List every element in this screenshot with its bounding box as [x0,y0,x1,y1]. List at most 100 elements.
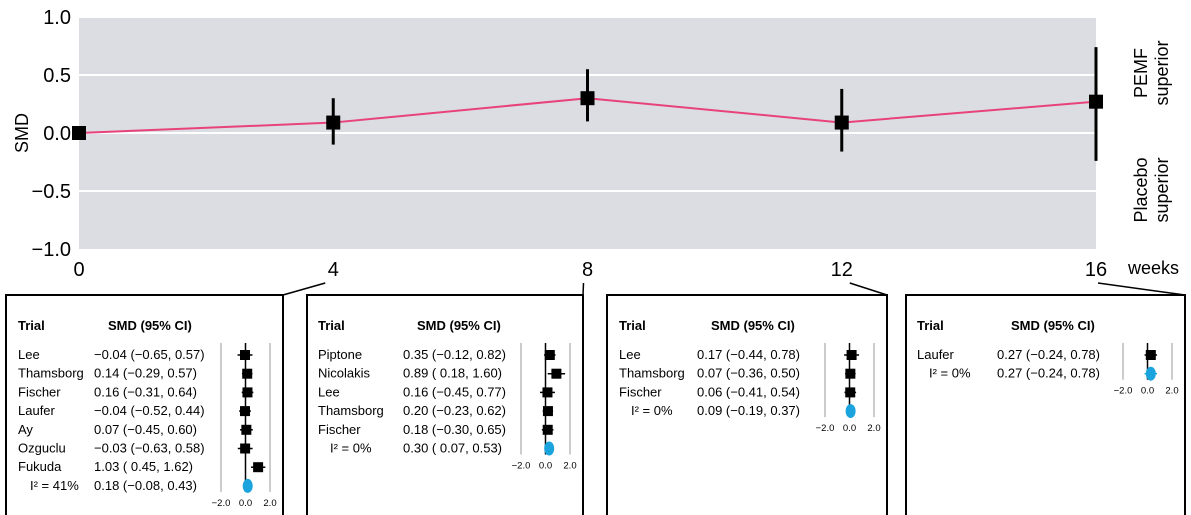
trial-ci: 0.16 (−0.31, 0.64) [94,384,197,399]
trial-ci: 0.17 (−0.44, 0.78) [697,347,800,362]
pooled-i2: I² = 0% [631,403,673,418]
trial-name: Laufer [18,403,56,418]
data-point [326,115,341,130]
forest-axis-tick: 0.0 [1141,386,1154,397]
y-tick-label: −0.5 [32,181,71,203]
annotation-placebo-superior: superior [1152,157,1172,222]
trial-ci: 1.03 ( 0.45, 1.62) [94,459,193,474]
forest-axis-tick: 0.0 [843,423,856,434]
panel-frame [606,294,888,515]
trial-ci: −0.04 (−0.52, 0.44) [94,403,205,418]
forest-panel-week-8: Trial SMD (95% CI) Piptone 0.35 (−0.12, 0.8… [306,294,584,515]
forest-axis-tick: 2.0 [263,498,276,509]
trial-marker [846,350,857,360]
trial-marker [253,462,264,473]
trial-name: Laufer [917,347,955,362]
panel-header-smd: SMD (95% CI) [711,318,795,333]
pooled-ci: 0.30 ( 0.07, 0.53) [403,441,502,456]
forest-axis-tick: −2.0 [816,423,835,434]
data-point [1089,94,1103,109]
annotation-placebo: Placebo [1131,157,1151,222]
pooled-ci: 0.09 (−0.19, 0.37) [697,403,800,418]
y-axis-label: SMD [12,113,32,153]
trial-name: Fischer [18,384,61,399]
x-tick-label: 8 [582,259,593,281]
connector-line [849,282,888,296]
x-tick-labels: 0 4 8 12 16 [73,259,1107,281]
panel-header-trial: Trial [18,318,45,333]
trial-ci: 0.18 (−0.30, 0.65) [403,422,506,437]
panel-header-trial: Trial [318,318,345,333]
forest-axis-tick: 0.0 [539,461,552,472]
pooled-marker [845,404,856,419]
connector-line [282,282,326,296]
trial-marker [542,424,553,435]
y-tick-labels: 1.0 0.5 0.0 −0.5 −1.0 [32,7,71,261]
trial-name: Fischer [318,422,361,437]
pooled-marker [1145,366,1156,381]
forest-panel-week-4: Trial SMD (95% CI) Lee −0.04 (−0.65, 0.57) T… [5,294,284,515]
pooled-ci: 0.27 (−0.24, 0.78) [997,366,1100,381]
forest-panel-week-12: Trial SMD (95% CI) Lee 0.17 (−0.44, 0.78) Th… [606,294,888,515]
pooled-i2: I² = 0% [330,441,372,456]
data-points [72,91,1103,140]
x-tick-label: 0 [73,259,84,281]
trial-marker [542,387,553,398]
trial-name: Ozguclu [18,441,66,456]
trial-ci: 0.16 (−0.45, 0.77) [403,384,506,399]
trial-ci: −0.03 (−0.63, 0.58) [94,441,205,456]
trial-marker [240,350,251,360]
data-point [72,126,86,140]
panel-frame [306,294,584,515]
forest-axis-tick: 2.0 [1165,386,1178,397]
trial-ci: 0.20 (−0.23, 0.62) [403,403,506,418]
trial-marker [544,350,555,360]
trial-marker [242,387,253,398]
trial-marker [845,368,856,379]
trial-ci: −0.04 (−0.65, 0.57) [94,347,205,362]
y-tick-label: 0.5 [43,65,71,87]
trial-marker [551,368,562,379]
trial-name: Lee [318,384,340,399]
trial-marker [1145,350,1156,360]
data-point [834,115,849,130]
trial-ci: 0.07 (−0.45, 0.60) [94,422,197,437]
forest-panels: Trial SMD (95% CI) Lee −0.04 (−0.65, 0.57) T… [5,294,1186,515]
trial-name: Piptone [318,347,362,362]
pooled-ci: 0.18 (−0.08, 0.43) [94,478,197,493]
annotation-pemf: PEMF [1131,48,1151,98]
trial-marker [845,387,856,398]
trial-name: Nicolakis [318,366,371,381]
x-unit-label: weeks [1127,258,1179,278]
panel-header-smd: SMD (95% CI) [108,318,192,333]
trial-marker [542,406,553,417]
pooled-marker [544,441,555,456]
x-tick-label: 16 [1085,259,1107,281]
forest-panel-week-16: Trial SMD (95% CI) Laufer 0.27 (−0.24, 0.78… [905,294,1186,515]
pooled-i2: I² = 41% [30,478,79,493]
pooled-i2: I² = 0% [929,366,971,381]
trial-name: Lee [18,347,40,362]
connector-lines [282,282,1186,296]
trial-name: Thamsborg [318,403,384,418]
data-point [580,91,595,106]
trial-ci: 0.89 ( 0.18, 1.60) [403,366,502,381]
trial-ci: 0.35 (−0.12, 0.82) [403,347,506,362]
trial-marker [240,406,251,417]
panel-header-smd: SMD (95% CI) [1011,318,1095,333]
forest-axis-tick: 2.0 [867,423,880,434]
x-tick-label: 12 [831,259,853,281]
trial-name: Lee [619,347,641,362]
trial-ci: 0.14 (−0.29, 0.57) [94,366,197,381]
trial-ci: 0.06 (−0.41, 0.54) [697,384,800,399]
x-tick-label: 4 [328,259,339,281]
pooled-marker [242,478,253,493]
y-tick-label: −1.0 [32,239,71,261]
forest-axis-tick: −2.0 [1114,386,1133,397]
forest-axis-tick: −2.0 [512,461,531,472]
trial-name: Thamsborg [619,366,685,381]
annotation-pemf-superior: superior [1152,40,1172,105]
trial-marker [241,424,252,435]
trial-ci: 0.27 (−0.24, 0.78) [997,347,1100,362]
